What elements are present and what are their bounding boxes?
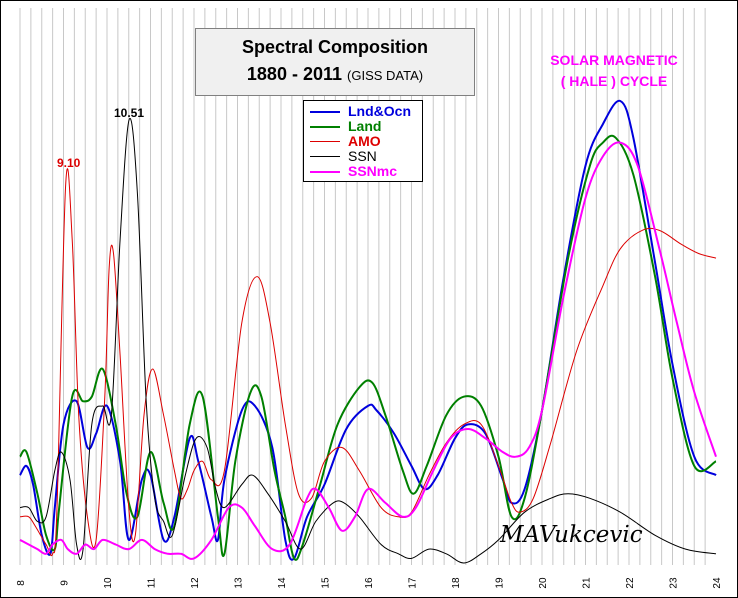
series-line-amo bbox=[19, 168, 717, 557]
series-lines bbox=[19, 99, 717, 564]
legend-item: Lnd&Ocn bbox=[310, 103, 420, 119]
x-tick-label: 16 bbox=[364, 577, 375, 589]
amo-peak-label: 9.10 bbox=[57, 156, 81, 170]
series-line-ssnmc bbox=[19, 141, 717, 560]
chart-subtitle-note: (GISS DATA) bbox=[347, 68, 424, 83]
legend-label: Lnd&Ocn bbox=[348, 103, 411, 119]
ssn-peak-label: 10.51 bbox=[114, 106, 145, 120]
legend-label: SSNmc bbox=[348, 163, 398, 179]
hale-cycle-annotation: SOLAR MAGNETIC ( HALE ) CYCLE bbox=[536, 50, 692, 92]
legend-swatch bbox=[310, 111, 340, 113]
x-tick-label: 17 bbox=[408, 577, 419, 589]
legend-swatch bbox=[310, 126, 340, 128]
legend-swatch bbox=[310, 141, 340, 142]
x-tick-label: 15 bbox=[321, 577, 332, 589]
legend-label: SSN bbox=[348, 148, 377, 164]
x-tick-label: 9 bbox=[60, 580, 71, 586]
series-line-ssn bbox=[19, 117, 717, 564]
x-tick-label: 21 bbox=[582, 577, 593, 589]
x-tick-label: 24 bbox=[712, 577, 723, 589]
legend-swatch bbox=[310, 156, 340, 157]
x-tick-label: 19 bbox=[495, 577, 506, 589]
legend-item: SSNmc bbox=[310, 163, 420, 179]
hale-annotation-line1: SOLAR MAGNETIC bbox=[550, 52, 678, 68]
chart-title: Spectral Composition bbox=[241, 37, 429, 57]
x-tick-label: 18 bbox=[451, 577, 462, 589]
x-tick-label: 10 bbox=[103, 577, 114, 589]
legend-item: Land bbox=[310, 118, 420, 134]
x-tick-label: 11 bbox=[147, 577, 158, 588]
x-tick-label: 8 bbox=[16, 580, 27, 586]
x-tick-label: 13 bbox=[234, 577, 245, 589]
x-tick-label: 22 bbox=[625, 577, 636, 589]
x-tick-label: 14 bbox=[277, 577, 288, 589]
hale-annotation-line2: ( HALE ) CYCLE bbox=[560, 73, 668, 89]
x-tick-label: 20 bbox=[538, 577, 549, 589]
chart-title-box: Spectral Composition 1880 - 2011 (GISS D… bbox=[195, 28, 475, 96]
chart-subtitle: 1880 - 2011 bbox=[246, 64, 342, 84]
legend: Lnd&Ocn Land AMO SSN SSNmc bbox=[303, 100, 423, 182]
legend-item: SSN bbox=[310, 148, 420, 164]
x-tick-label: 12 bbox=[190, 577, 201, 589]
legend-label: Land bbox=[348, 118, 382, 134]
series-line-land bbox=[19, 134, 717, 561]
author-signature: MAVukcevic bbox=[500, 522, 643, 548]
legend-swatch bbox=[310, 171, 340, 173]
legend-item: AMO bbox=[310, 133, 420, 149]
x-axis-ticks: 8 9 10 11 12 13 14 15 16 17 18 19 20 21 22 23 24 bbox=[16, 577, 723, 589]
x-tick-label: 23 bbox=[669, 577, 680, 589]
legend-label: AMO bbox=[348, 133, 381, 149]
chart-subtitle-line: 1880 - 2011 (GISS DATA) bbox=[196, 64, 474, 85]
